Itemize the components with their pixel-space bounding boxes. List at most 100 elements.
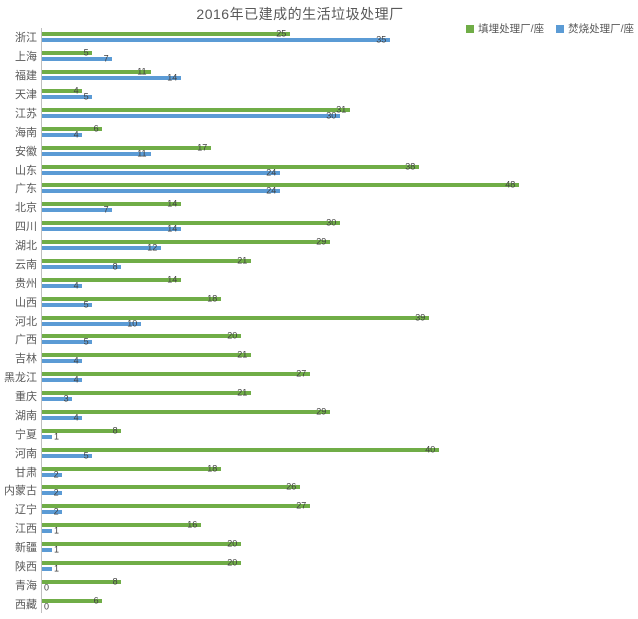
incineration-bar [42,38,390,43]
category-row: 贵州 14 4 [0,273,638,293]
category-row: 浙江 25 35 [0,28,638,47]
landfill-bar [42,32,290,37]
value-label: 12 [147,242,158,253]
bar-track: 4 [42,355,638,366]
value-label: 48 [505,179,516,190]
category-label: 新疆 [15,542,37,555]
bar-group: 25 35 [41,28,638,47]
bar-track: 30 [42,218,638,227]
value-label: 8 [112,576,118,587]
incineration-bar [42,57,112,62]
incineration-bar [42,321,141,326]
incineration-bar [42,548,52,553]
value-label: 16 [187,519,198,530]
category-label: 四川 [15,221,37,234]
landfill-bar [42,598,102,603]
landfill-bar [42,202,181,207]
category-row: 湖南 29 4 [0,405,638,425]
category-label: 广东 [15,183,37,196]
category-label: 广西 [15,334,37,347]
bar-group: 31 30 [41,103,638,123]
incineration-bar [42,151,151,156]
value-label: 21 [237,255,248,266]
bar-track: 6 [42,123,638,134]
landfill-bar [42,428,121,433]
bar-group: 21 4 [41,348,638,368]
value-label: 5 [83,336,89,347]
value-label: 7 [103,204,109,215]
category-row: 江苏 31 30 [0,103,638,123]
bar-track: 21 [42,349,638,360]
value-label: 24 [266,185,277,196]
incineration-swatch-icon [556,24,565,33]
value-label: 40 [425,444,436,455]
category-label: 江苏 [15,107,37,120]
incineration-bar [42,378,82,383]
bar-track: 14 [42,199,638,208]
incineration-bar [42,246,161,251]
category-label: 青海 [15,579,37,592]
incineration-bar [42,566,52,571]
value-label: 20 [227,330,238,341]
value-label: 24 [266,167,277,178]
landfill-bar [42,504,310,509]
bar-track: 12 [42,242,638,253]
value-label: 10 [127,318,138,329]
incineration-bar [42,76,181,81]
category-row: 新疆 20 1 [0,537,638,557]
value-label: 14 [167,223,178,234]
incineration-bar [42,434,52,439]
category-label: 湖南 [15,409,37,422]
value-label: 1 [54,525,60,536]
incineration-bar [42,453,92,458]
bar-group: 17 11 [41,141,638,161]
value-label: 7 [103,53,109,64]
bar-group: 16 1 [41,518,638,538]
legend-label-landfill: 填埋处理厂/座 [478,23,545,35]
value-label: 25 [276,28,287,39]
bar-track: 5 [42,300,638,309]
category-label: 辽宁 [15,504,37,517]
bar-group: 48 24 [41,179,638,198]
bar-group: 20 1 [41,556,638,576]
category-label: 福建 [15,70,37,83]
bar-track: 4 [42,413,638,422]
category-row: 福建 11 14 [0,65,638,85]
category-row: 天津 4 5 [0,84,638,104]
bar-group: 30 14 [41,216,638,236]
bar-group: 20 1 [41,537,638,557]
value-label: 4 [73,355,79,366]
landfill-bar [42,126,102,131]
category-label: 陕西 [15,560,37,573]
bar-track: 3 [42,394,638,403]
value-label: 14 [167,274,178,285]
landfill-bar [42,164,419,169]
category-row: 青海 8 0 [0,575,638,595]
value-label: 14 [167,72,178,83]
value-label: 4 [73,280,79,291]
bar-track: 1 [42,545,638,554]
incineration-bar [42,340,92,345]
bar-track: 17 [42,143,638,152]
bar-track: 4 [42,280,638,291]
landfill-bar [42,523,201,528]
category-row: 上海 5 7 [0,46,638,66]
landfill-bar [42,277,181,282]
value-label: 6 [93,123,99,134]
bar-track: 0 [42,582,638,593]
landfill-bar [42,315,429,320]
bar-track: 0 [42,602,638,611]
value-label: 0 [44,582,50,593]
category-row: 广西 20 5 [0,330,638,349]
bar-track: 5 [42,92,638,101]
category-label: 黑龙江 [4,372,37,385]
bar-group: 18 2 [41,462,638,481]
landfill-bar [42,542,241,547]
category-row: 江西 16 1 [0,518,638,538]
category-label: 上海 [15,51,37,64]
value-label: 21 [237,349,248,360]
bar-track: 1 [42,564,638,573]
incineration-bar [42,415,82,420]
